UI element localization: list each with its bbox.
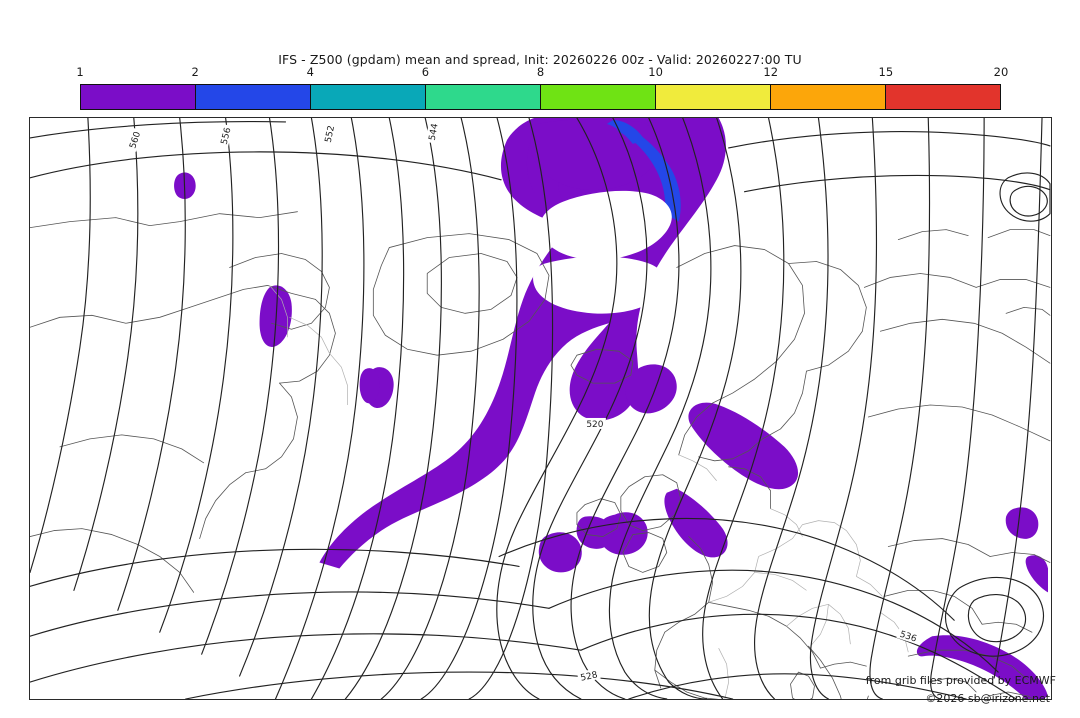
colorbar-band-4-6 — [311, 85, 426, 109]
colorbar-tick-4: 4 — [306, 65, 314, 79]
colorbar-bands — [80, 84, 1001, 110]
colorbar-tick-12: 12 — [763, 65, 779, 79]
colorbar-band-10-12 — [656, 85, 771, 109]
contour-label-536: 536 — [898, 630, 918, 645]
contour-label-552: 552 — [324, 125, 337, 144]
colorbar-band-15-20 — [886, 85, 1000, 109]
colorbar-band-12-15 — [771, 85, 886, 109]
contour-labels: 520 560 556 552 544 — [125, 120, 921, 684]
contour-label-520: 520 — [586, 420, 603, 430]
colorbar: 1 2 4 6 8 10 12 15 20 — [76, 65, 1008, 110]
colorbar-tick-20: 20 — [993, 65, 1009, 79]
colorbar-tick-2: 2 — [191, 65, 199, 79]
page-title: IFS - Z500 (gpdam) mean and spread, Init… — [278, 52, 802, 67]
coastlines — [30, 211, 1051, 699]
spread-holes — [533, 190, 672, 314]
colorbar-tick-6: 6 — [421, 65, 430, 79]
contour-label-544: 544 — [428, 123, 441, 142]
map-plot: 520 560 556 552 544 — [30, 118, 1051, 699]
source-credit: from grib files provided by ECMWF — [865, 674, 1056, 687]
copyright-credit: ©2026 sb@irizone.net — [925, 692, 1050, 705]
map-panel[interactable]: 520 560 556 552 544 — [29, 117, 1052, 700]
colorbar-band-8-10 — [541, 85, 656, 109]
contour-label-556: 556 — [220, 126, 234, 145]
contour-label-528: 528 — [580, 670, 599, 683]
contour-lines — [30, 118, 1051, 699]
colorbar-tick-10: 10 — [648, 65, 663, 79]
colorbar-tick-15: 15 — [878, 65, 894, 79]
colorbar-band-1-2 — [81, 85, 196, 109]
colorbar-band-2-4 — [196, 85, 311, 109]
colorbar-tick-labels: 1 2 4 6 8 10 12 15 20 — [76, 65, 1008, 81]
colorbar-band-6-8 — [426, 85, 541, 109]
colorbar-tick-8: 8 — [536, 65, 545, 79]
contour-label-560: 560 — [128, 130, 143, 150]
colorbar-tick-1: 1 — [76, 65, 84, 79]
